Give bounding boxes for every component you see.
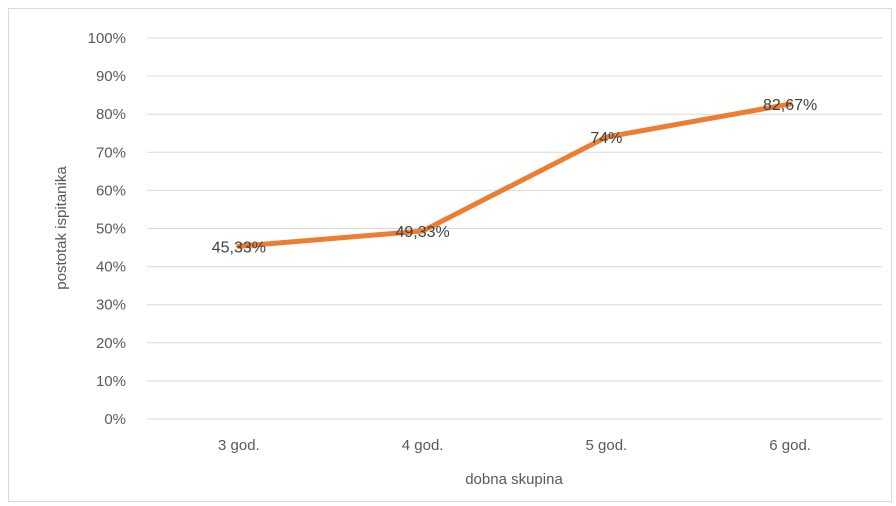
data-label: 45,33%: [212, 239, 266, 256]
x-tick-label: 5 god.: [586, 437, 628, 454]
data-labels: 45,33% 49,33% 74% 82,67%: [212, 97, 818, 256]
x-axis-title: dobna skupina: [465, 471, 563, 488]
chart-frame: [8, 8, 892, 502]
y-tick-label: 90%: [96, 68, 126, 85]
y-tick-label: 80%: [96, 106, 126, 123]
y-tick-label: 60%: [96, 182, 126, 199]
y-tick-label: 100%: [88, 30, 126, 47]
y-axis-title: postotak ispitanika: [53, 166, 70, 290]
data-point: [236, 243, 242, 249]
x-tick-label: 6 god.: [769, 437, 811, 454]
y-tick-label: 50%: [96, 221, 126, 238]
y-tick-label: 0%: [104, 411, 126, 428]
y-axis-ticks: 0% 10% 20% 30% 40% 50% 60% 70% 80% 90% 100%: [88, 30, 126, 428]
series: [236, 101, 793, 249]
data-point: [787, 101, 793, 107]
x-tick-label: 3 god.: [218, 437, 260, 454]
data-point: [420, 228, 426, 234]
y-tick-label: 70%: [96, 144, 126, 161]
data-label: 74%: [590, 130, 622, 147]
y-tick-label: 40%: [96, 259, 126, 276]
data-label: 49,33%: [395, 224, 449, 241]
y-tick-label: 20%: [96, 335, 126, 352]
x-tick-label: 4 god.: [402, 437, 444, 454]
data-point: [603, 134, 609, 140]
y-tick-label: 30%: [96, 297, 126, 314]
series-line: [236, 101, 793, 249]
data-label: 82,67%: [763, 97, 817, 114]
y-tick-label: 10%: [96, 373, 126, 390]
gridlines: [147, 37, 882, 420]
x-axis-ticks: 3 god. 4 god. 5 god. 6 god.: [218, 437, 811, 454]
